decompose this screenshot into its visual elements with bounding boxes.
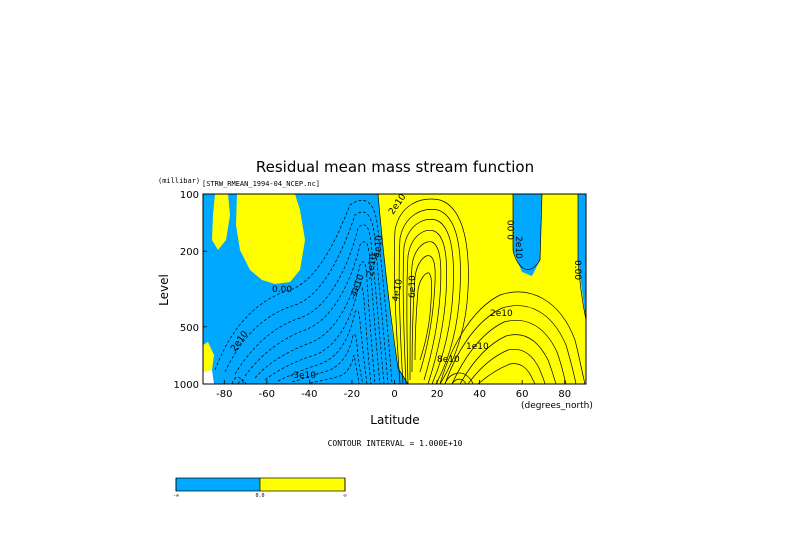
y-tick-label: 1000 <box>174 380 199 391</box>
colorbar-label: ∞ <box>343 493 346 499</box>
positive-region-south-left-edge <box>203 342 214 372</box>
x-axis-label: Latitude <box>370 413 419 427</box>
x-tick-label: 80 <box>558 389 571 400</box>
y-tick-label: 500 <box>180 323 199 334</box>
x-tick-label: 40 <box>473 389 486 400</box>
x-tick-label: -60 <box>259 389 275 400</box>
contour-label: 0.00 <box>507 220 517 240</box>
x-tick-label: 60 <box>516 389 529 400</box>
contour-label: 6e10 <box>408 275 418 298</box>
contour-interval-text: CONTOUR INTERVAL = 1.000E+10 <box>328 439 463 448</box>
x-axis: -80 -60 -40 -20 0 20 40 60 80 <box>216 380 571 400</box>
contour-label: -3e10 <box>290 371 316 381</box>
y-unit-label: (millibar) <box>158 177 200 185</box>
positive-region-south-small <box>212 194 230 250</box>
y-axis: 100 200 500 1000 <box>174 190 207 391</box>
contour-label: 2e10 <box>490 309 513 319</box>
white-region-corner <box>203 370 214 384</box>
x-tick-label: -80 <box>216 389 232 400</box>
x-tick-label: 20 <box>431 389 444 400</box>
plot-area: 2e10 0.00 2e10 4e10 6e10 8e10 1e10 2e10 … <box>202 192 587 385</box>
contour-label: 0.00 <box>272 285 292 295</box>
contour-label: 4e10 <box>391 278 405 302</box>
contour-label: 1e10 <box>466 342 489 352</box>
positive-contours <box>377 193 587 385</box>
contour-label: 2e10 <box>513 236 523 259</box>
chart-title: Residual mean mass stream function <box>256 158 534 176</box>
colorbar: -∞ 0.0 ∞ <box>173 477 347 499</box>
x-tick-label: -40 <box>301 389 317 400</box>
y-axis-label: Level <box>157 274 171 306</box>
file-label: [STRW_RMEAN_1994-04_NCEP.nc] <box>202 180 320 188</box>
colorbar-label: 0.0 <box>255 493 264 499</box>
positive-region-south-high <box>236 194 305 284</box>
x-tick-label: 0 <box>391 389 397 400</box>
y-tick-label: 200 <box>180 247 199 258</box>
x-tick-label: -20 <box>344 389 360 400</box>
x-unit-label: (degrees_north) <box>521 401 593 411</box>
contour-label: 0.00 <box>572 260 582 280</box>
colorbar-negative <box>176 478 260 491</box>
contour-label: -2e10 <box>365 253 379 281</box>
negative-contours <box>214 200 393 385</box>
contour-label: 8e10 <box>437 355 460 365</box>
colorbar-positive <box>260 478 345 491</box>
contour-label: 4e10 <box>373 234 385 258</box>
y-tick-label: 100 <box>180 190 199 201</box>
colorbar-label: -∞ <box>173 493 179 499</box>
